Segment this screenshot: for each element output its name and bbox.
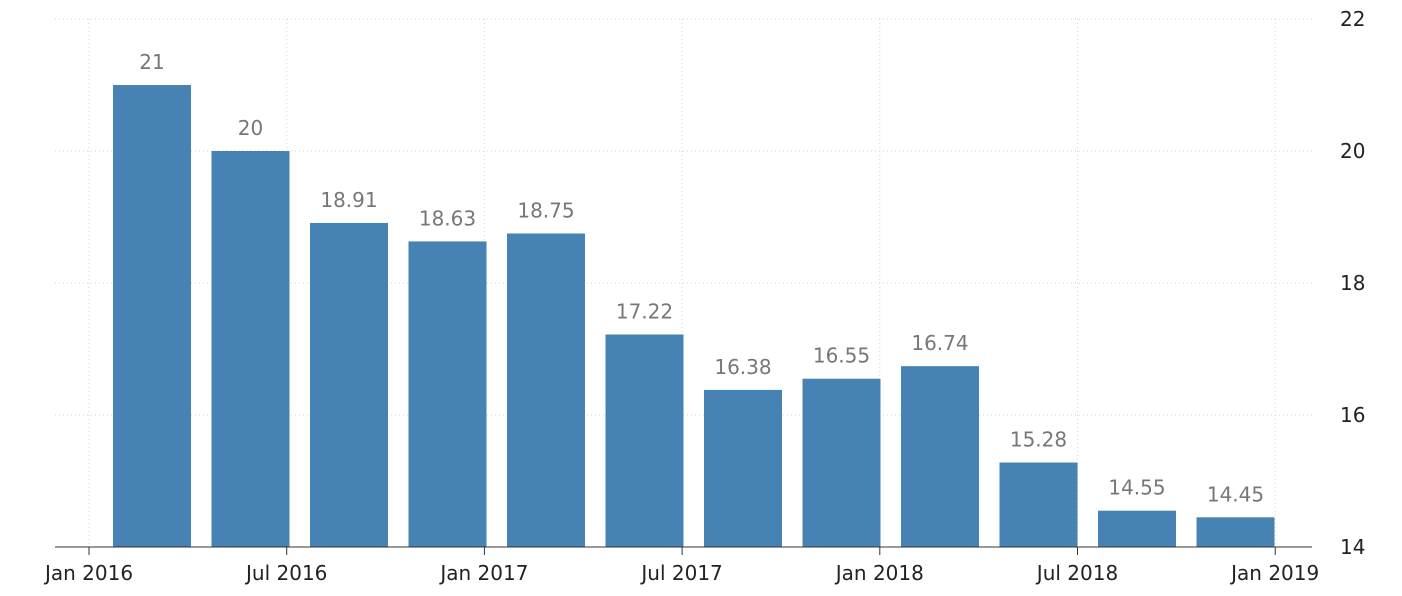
data-label: 18.75 (517, 199, 574, 223)
bar-q1-2016 (113, 85, 191, 547)
x-tick-label: Jan 2016 (43, 561, 133, 585)
bar-q3-2018 (1098, 510, 1176, 547)
x-tick-label: Jul 2018 (1035, 561, 1118, 585)
bar-q2-2016 (211, 151, 290, 547)
data-label: 18.63 (419, 206, 476, 230)
data-label: 20 (238, 116, 263, 140)
data-label: 16.38 (714, 355, 771, 379)
data-label: 17.22 (616, 299, 673, 323)
bar-q4-2017 (802, 378, 881, 547)
y-tick-label: 18 (1340, 271, 1365, 295)
x-tick-label: Jan 2018 (834, 561, 924, 585)
axes (55, 546, 1312, 555)
bar-q2-2018 (999, 462, 1078, 547)
y-tick-label: 16 (1340, 403, 1365, 427)
bar-q3-2016 (310, 222, 388, 547)
data-label: 16.55 (813, 344, 870, 368)
x-tick-label: Jan 2019 (1229, 561, 1319, 585)
x-tick-label: Jul 2017 (639, 561, 722, 585)
x-axis-labels: Jan 2016 Jul 2016 Jan 2017 Jul 2017 Jan 2018… (43, 561, 1319, 585)
data-labels: 21 20 18.91 18.63 18.75 17.22 16.38 16.55 16.74 1… (139, 50, 1264, 506)
data-label: 14.45 (1207, 482, 1264, 506)
data-label: 16.74 (911, 331, 968, 355)
bar-q3-2017 (704, 389, 782, 547)
bar-q1-2017 (507, 233, 585, 547)
data-label: 14.55 (1108, 476, 1165, 500)
bar-q2-2017 (605, 334, 684, 547)
bars (113, 85, 1275, 548)
bar-q4-2016 (408, 241, 487, 548)
bar-q1-2018 (901, 366, 979, 547)
x-tick-label: Jul 2016 (244, 561, 327, 585)
x-tick-label: Jan 2017 (438, 561, 528, 585)
data-label: 15.28 (1010, 428, 1067, 452)
data-label: 21 (139, 50, 164, 74)
y-tick-label: 20 (1340, 139, 1365, 163)
y-tick-label: 22 (1340, 7, 1365, 31)
bar-q4-2018 (1196, 517, 1275, 547)
y-axis-labels: 14 16 18 20 22 (1340, 7, 1365, 559)
y-tick-label: 14 (1340, 535, 1365, 559)
data-label: 18.91 (320, 188, 377, 212)
